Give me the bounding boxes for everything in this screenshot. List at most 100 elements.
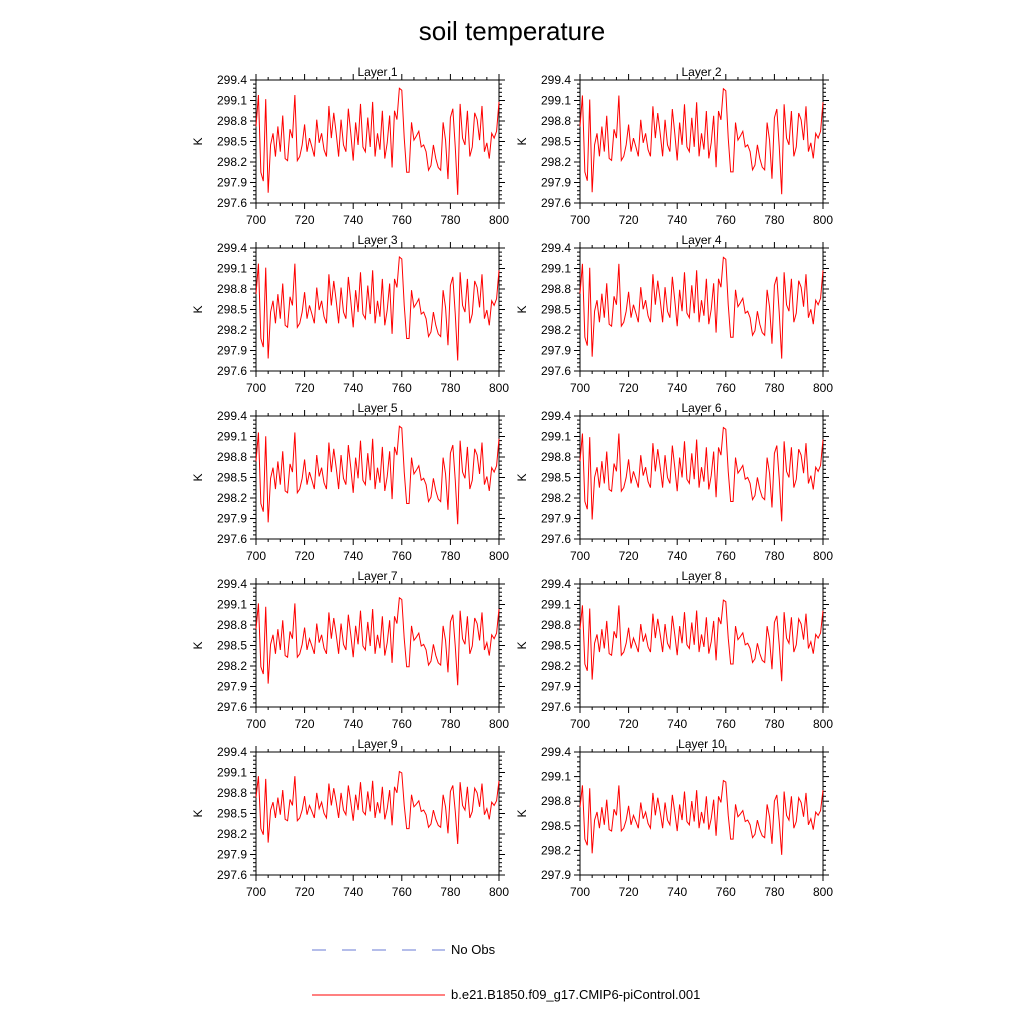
x-tick-label: 740 bbox=[343, 549, 363, 563]
x-tick-label: 740 bbox=[343, 381, 363, 395]
panel-title: Layer 8 bbox=[681, 569, 721, 583]
series-line-model bbox=[255, 425, 500, 525]
series-line-model bbox=[255, 596, 500, 686]
plot-frame bbox=[579, 247, 824, 372]
y-tick-label: 299.4 bbox=[541, 409, 571, 423]
y-tick-label: 299.1 bbox=[217, 766, 247, 780]
x-tick-label: 780 bbox=[764, 549, 784, 563]
y-tick-label: 297.9 bbox=[217, 512, 247, 526]
panel-title: Layer 1 bbox=[357, 65, 397, 79]
y-tick-label: 298.2 bbox=[541, 155, 571, 169]
y-tick-label: 298.2 bbox=[541, 659, 571, 673]
x-tick-label: 740 bbox=[667, 885, 687, 899]
x-tick-label: 800 bbox=[813, 549, 833, 563]
y-tick-label: 298.2 bbox=[541, 491, 571, 505]
plot-frame bbox=[579, 415, 824, 540]
y-tick-label: 297.9 bbox=[217, 680, 247, 694]
panel-title: Layer 4 bbox=[681, 233, 721, 247]
y-tick-label: 298.8 bbox=[541, 114, 571, 128]
y-tick-label: 298.8 bbox=[217, 618, 247, 632]
x-tick-label: 760 bbox=[392, 213, 412, 227]
y-tick-label: 297.6 bbox=[541, 196, 571, 210]
y-tick-label: 297.9 bbox=[217, 848, 247, 862]
y-tick-label: 298.5 bbox=[217, 639, 247, 653]
y-tick-label: 297.6 bbox=[217, 196, 247, 210]
y-tick-label: 299.4 bbox=[217, 745, 247, 759]
x-tick-label: 720 bbox=[619, 213, 639, 227]
y-tick-label: 298.5 bbox=[217, 303, 247, 317]
x-tick-label: 700 bbox=[570, 549, 590, 563]
plot-frame bbox=[255, 583, 500, 708]
x-tick-label: 760 bbox=[392, 549, 412, 563]
y-tick-label: 299.1 bbox=[217, 262, 247, 276]
legend-label-model: b.e21.B1850.f09_g17.CMIP6-piControl.001 bbox=[451, 987, 700, 1002]
y-tick-label: 299.4 bbox=[541, 241, 571, 255]
series-line-model bbox=[579, 779, 824, 855]
x-tick-label: 800 bbox=[489, 213, 509, 227]
x-tick-label: 720 bbox=[619, 381, 639, 395]
panel-layer-10: Layer 10 700 720 740 760 780 800 297.9 298.2 298.… bbox=[515, 737, 833, 899]
panel-layer-7: Layer 7 700 720 740 760 780 800 297.6 297.9 298.2… bbox=[191, 569, 509, 731]
y-tick-label: 299.1 bbox=[217, 430, 247, 444]
x-tick-label: 800 bbox=[813, 213, 833, 227]
chart-title: soil temperature bbox=[419, 16, 605, 46]
x-tick-label: 720 bbox=[295, 213, 315, 227]
x-tick-label: 720 bbox=[619, 885, 639, 899]
x-tick-label: 760 bbox=[392, 717, 412, 731]
y-tick-label: 299.1 bbox=[541, 598, 571, 612]
x-tick-label: 780 bbox=[440, 549, 460, 563]
panel-layer-2: Layer 2 700 720 740 760 780 800 297.6 297.9 298.2… bbox=[515, 65, 833, 227]
x-tick-label: 780 bbox=[440, 717, 460, 731]
x-tick-label: 760 bbox=[716, 885, 736, 899]
x-tick-label: 700 bbox=[246, 213, 266, 227]
series-line-model bbox=[255, 770, 500, 845]
y-tick-label: 298.2 bbox=[217, 323, 247, 337]
series-line-model bbox=[579, 426, 824, 522]
x-tick-label: 760 bbox=[392, 885, 412, 899]
y-tick-label: 298.8 bbox=[541, 450, 571, 464]
y-tick-label: 297.6 bbox=[541, 364, 571, 378]
series-line-model bbox=[255, 87, 500, 195]
y-axis-label: K bbox=[191, 305, 205, 313]
x-tick-label: 740 bbox=[667, 717, 687, 731]
x-tick-label: 740 bbox=[343, 885, 363, 899]
y-axis-label: K bbox=[191, 809, 205, 817]
y-tick-label: 299.1 bbox=[217, 94, 247, 108]
y-axis-label: K bbox=[515, 641, 529, 649]
y-tick-label: 299.1 bbox=[541, 94, 571, 108]
x-tick-label: 780 bbox=[764, 717, 784, 731]
y-tick-label: 299.1 bbox=[541, 770, 571, 784]
panel-layer-8: Layer 8 700 720 740 760 780 800 297.6 297.9 298.2… bbox=[515, 569, 833, 731]
x-tick-label: 760 bbox=[392, 381, 412, 395]
y-tick-label: 298.5 bbox=[541, 471, 571, 485]
x-tick-label: 740 bbox=[667, 549, 687, 563]
y-tick-label: 299.4 bbox=[541, 73, 571, 87]
y-tick-label: 298.8 bbox=[541, 282, 571, 296]
panel-title: Layer 7 bbox=[357, 569, 397, 583]
series-line-model bbox=[579, 599, 824, 682]
x-tick-label: 740 bbox=[667, 213, 687, 227]
y-tick-label: 297.6 bbox=[217, 364, 247, 378]
y-tick-label: 298.2 bbox=[217, 827, 247, 841]
y-tick-label: 298.8 bbox=[541, 794, 571, 808]
y-axis-label: K bbox=[191, 641, 205, 649]
series-line-model bbox=[579, 87, 824, 195]
y-tick-label: 298.8 bbox=[541, 618, 571, 632]
y-tick-label: 299.1 bbox=[541, 430, 571, 444]
panel-title: Layer 5 bbox=[357, 401, 397, 415]
panel-title: Layer 9 bbox=[357, 737, 397, 751]
plot-frame bbox=[579, 583, 824, 708]
panel-layer-6: Layer 6 700 720 740 760 780 800 297.6 297.9 298.2… bbox=[515, 401, 833, 563]
x-tick-label: 800 bbox=[489, 549, 509, 563]
x-tick-label: 700 bbox=[246, 885, 266, 899]
x-tick-label: 720 bbox=[619, 717, 639, 731]
x-tick-label: 800 bbox=[813, 381, 833, 395]
x-tick-label: 700 bbox=[246, 717, 266, 731]
x-tick-label: 760 bbox=[716, 549, 736, 563]
y-tick-label: 297.6 bbox=[217, 700, 247, 714]
x-tick-label: 720 bbox=[295, 381, 315, 395]
y-tick-label: 298.2 bbox=[217, 659, 247, 673]
y-tick-label: 298.5 bbox=[541, 135, 571, 149]
x-tick-label: 720 bbox=[295, 549, 315, 563]
